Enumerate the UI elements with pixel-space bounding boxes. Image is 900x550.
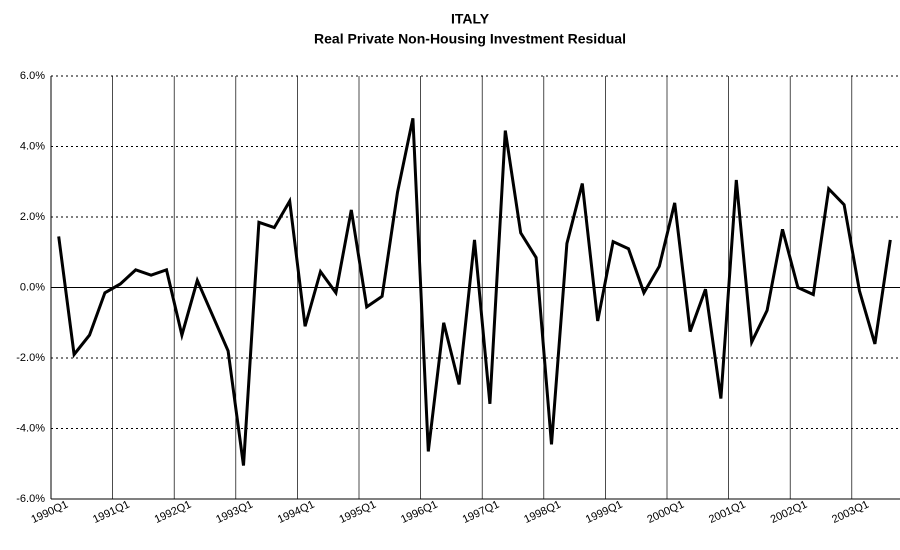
y-tick-label: 0.0% <box>20 281 45 293</box>
x-tick-label: 1999Q1 <box>584 499 625 526</box>
x-tick-label: 1996Q1 <box>399 499 440 526</box>
x-tick-label: 1995Q1 <box>337 499 378 526</box>
x-tick-label: 1994Q1 <box>276 499 317 526</box>
data-line <box>57 117 892 466</box>
x-tick-label: 2001Q1 <box>707 499 748 526</box>
x-tick-label: 2003Q1 <box>830 499 871 526</box>
y-tick-label: 4.0% <box>20 140 45 152</box>
x-tick-label: 1997Q1 <box>461 499 502 526</box>
y-tick-label: -6.0% <box>16 493 45 505</box>
chart-subtitle: Real Private Non-Housing Investment Resi… <box>314 31 626 47</box>
x-tick-label: 1993Q1 <box>214 499 255 526</box>
y-tick-label: 6.0% <box>20 70 45 82</box>
x-tick-label: 1992Q1 <box>153 499 194 526</box>
x-tick-label: 2002Q1 <box>769 499 810 526</box>
y-tick-label: -2.0% <box>16 352 45 364</box>
x-tick-label: 1998Q1 <box>522 499 563 526</box>
x-tick-label: 1991Q1 <box>91 499 132 526</box>
y-tick-label: -4.0% <box>16 422 45 434</box>
chart-title: ITALY <box>451 11 490 27</box>
x-tick-label: 2000Q1 <box>645 499 686 526</box>
y-tick-label: 2.0% <box>20 211 45 223</box>
